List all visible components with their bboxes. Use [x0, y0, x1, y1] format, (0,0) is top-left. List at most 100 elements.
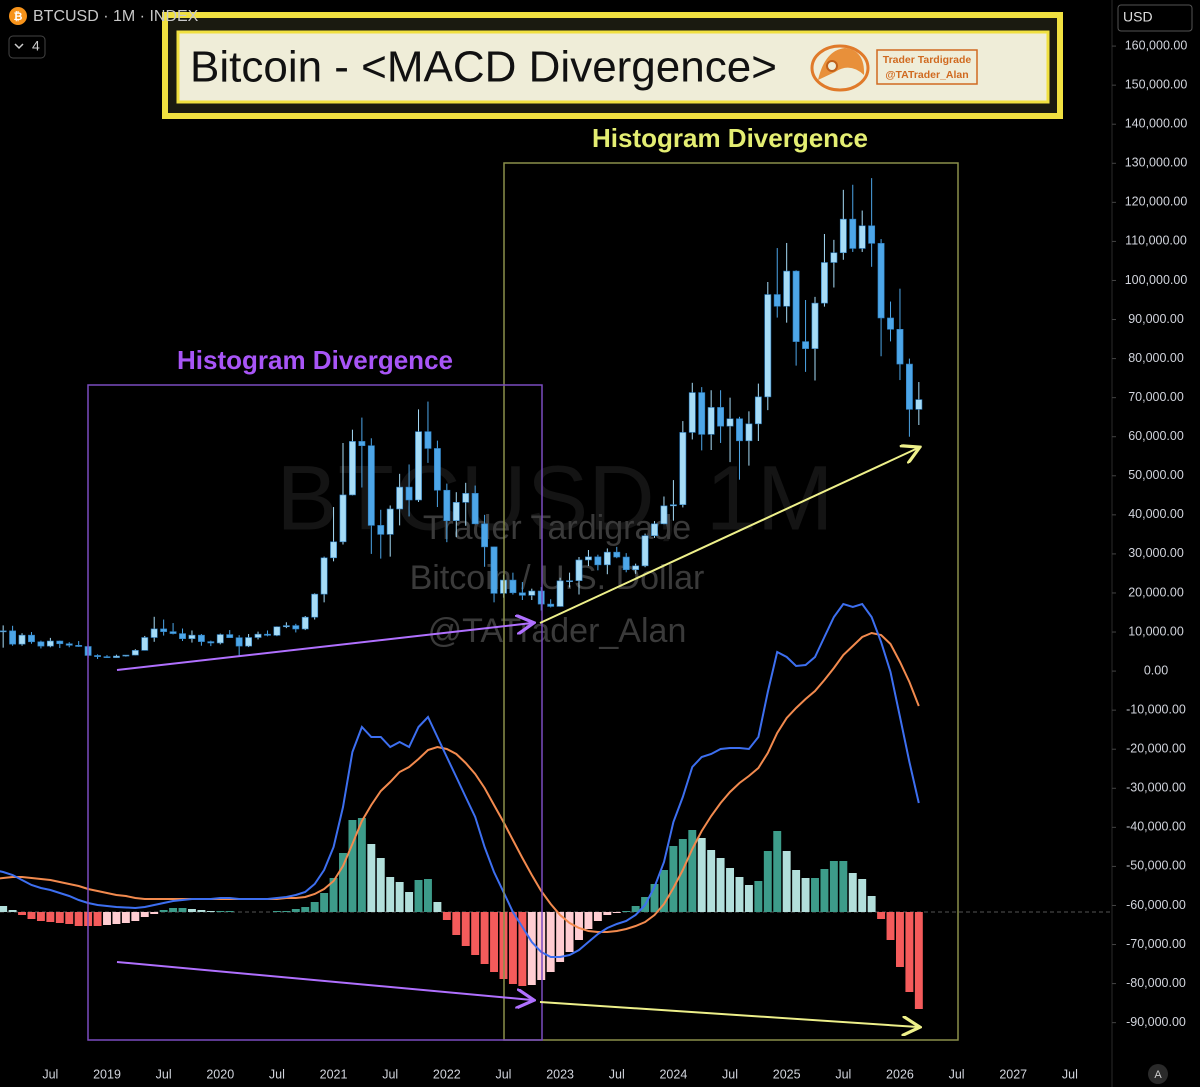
histogram-bar — [688, 830, 697, 912]
candle-body — [830, 252, 838, 263]
candle-body — [660, 505, 668, 525]
brand-handle: @TATrader_Alan — [885, 69, 968, 81]
histogram-bar — [282, 911, 291, 912]
histogram-bar — [631, 906, 640, 912]
y-tick-label: -60,000.00 — [1126, 898, 1186, 912]
candle-body — [216, 634, 224, 644]
histogram-bar — [376, 858, 385, 912]
x-tick-label: Jul — [722, 1067, 738, 1081]
brand-name: Trader Tardigrade — [883, 54, 972, 66]
annotation-box — [503, 162, 959, 1041]
candle-body — [0, 630, 7, 633]
candle-body — [9, 630, 17, 645]
x-tick-label: Jul — [382, 1067, 398, 1081]
signal-line — [0, 631, 920, 933]
candle-body — [282, 625, 290, 628]
y-tick-label: 70,000.00 — [1128, 390, 1184, 404]
y-tick-label: 20,000.00 — [1128, 585, 1184, 599]
chart-title: Bitcoin - <MACD Divergence> — [190, 43, 777, 92]
histogram-bar — [508, 912, 517, 984]
histogram-bar — [490, 912, 499, 972]
histogram-bar — [801, 878, 810, 912]
candle-body — [377, 525, 385, 535]
histogram-bar — [773, 831, 782, 912]
candle-body — [641, 535, 649, 567]
indicator-toggle[interactable] — [8, 35, 46, 59]
x-tick-label: 2020 — [206, 1067, 234, 1081]
macd-line — [0, 602, 920, 958]
y-tick-label: 130,000.00 — [1125, 156, 1188, 170]
logo — [810, 44, 870, 92]
histogram-bar — [707, 850, 716, 912]
y-tick-label: -40,000.00 — [1126, 820, 1186, 834]
candle-body — [94, 655, 101, 657]
annotation-arrow — [539, 1001, 918, 1027]
histogram-bar — [716, 858, 725, 912]
candle-body — [386, 508, 394, 535]
histogram-bar — [527, 912, 536, 985]
annotation-arrow — [539, 448, 918, 624]
candle-body — [868, 225, 876, 244]
candle-body — [547, 603, 555, 607]
histogram-bar — [395, 882, 404, 912]
candle-body — [585, 556, 592, 561]
histogram-bar — [169, 908, 178, 912]
histogram-bar — [27, 912, 36, 919]
candle-body — [887, 317, 894, 330]
candle-body — [28, 634, 35, 643]
title-box: Bitcoin - <MACD Divergence> Trader Tardi… — [162, 12, 1063, 119]
histogram-bar — [121, 912, 130, 923]
y-tick-label: -90,000.00 — [1126, 1015, 1186, 1029]
histogram-bar — [291, 909, 300, 912]
candle-body — [415, 431, 422, 501]
candle-body — [56, 640, 64, 645]
histogram-bar — [669, 846, 678, 912]
candle-body — [122, 654, 130, 657]
candle-body — [915, 399, 923, 410]
candle-body — [226, 634, 234, 638]
x-tick-label: Jul — [835, 1067, 851, 1081]
title-panel — [176, 30, 1050, 104]
histogram-bar — [197, 910, 206, 912]
histogram-bar — [839, 861, 848, 912]
histogram-bar — [357, 818, 366, 912]
histogram-bar — [93, 912, 102, 926]
histogram-bar — [103, 912, 111, 925]
candle-body — [556, 580, 564, 607]
x-tick-label: 2025 — [773, 1067, 801, 1081]
brand-box — [876, 49, 978, 85]
candle-body — [245, 637, 253, 647]
histogram-bar — [565, 912, 574, 952]
candle-body — [537, 590, 545, 605]
y-tick-label: -30,000.00 — [1126, 781, 1186, 795]
scale-mode-button[interactable] — [1148, 1064, 1168, 1084]
x-tick-label: Jul — [269, 1067, 285, 1081]
histogram-bar — [603, 912, 612, 915]
annotation-label: Histogram Divergence — [592, 123, 868, 153]
watermark-line: @TATrader_Alan — [428, 612, 687, 650]
histogram-bar — [471, 912, 480, 955]
currency-button[interactable] — [1117, 4, 1193, 32]
histogram-bar — [159, 910, 168, 912]
y-tick-label: 40,000.00 — [1128, 507, 1184, 521]
histogram-bar — [55, 912, 64, 923]
histogram-bar — [216, 911, 225, 912]
candle-body — [669, 504, 677, 507]
histogram-bar — [339, 853, 347, 912]
histogram-bar — [480, 912, 489, 964]
symbol-label[interactable]: BTCUSD · 1M · INDEX — [33, 8, 199, 25]
histogram-bar — [405, 892, 414, 912]
candle-body — [292, 625, 300, 630]
y-tick-label: 120,000.00 — [1125, 195, 1188, 209]
candle-body — [405, 486, 413, 501]
histogram-bar — [225, 911, 234, 912]
histogram-bar — [329, 878, 338, 912]
histogram-bar — [877, 912, 886, 919]
histogram-bar — [131, 912, 140, 921]
x-tick-label: Jul — [609, 1067, 625, 1081]
candle-body — [141, 637, 149, 651]
y-tick-label: 100,000.00 — [1125, 273, 1188, 287]
candle-body — [424, 431, 432, 449]
x-tick-label: 2026 — [886, 1067, 914, 1081]
